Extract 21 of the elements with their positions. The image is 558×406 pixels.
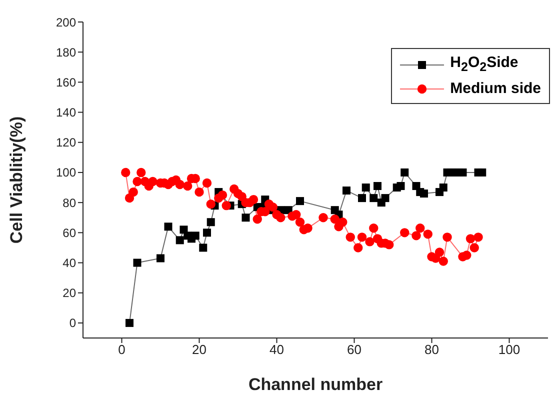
legend-label: Medium side (450, 79, 541, 99)
y-tick-label: 140 (56, 106, 76, 120)
legend-label: H$_{2}$O$_{2}$Side (450, 53, 518, 76)
y-tick-label: 20 (62, 286, 76, 300)
y-tick-label: 0 (69, 316, 76, 330)
x-tick-label: 80 (424, 342, 439, 358)
x-tick-label: 0 (118, 342, 126, 358)
y-tick-label: 120 (56, 136, 76, 150)
x-tick-label: 40 (270, 342, 284, 358)
y-tick-label: 180 (56, 45, 76, 60)
x-tick-label: 20 (192, 342, 206, 358)
x-axis-title: Channel number (248, 375, 383, 394)
y-tick-label: 200 (56, 15, 76, 30)
y-tick-label: 60 (62, 226, 76, 240)
x-tick-label: 100 (498, 342, 520, 358)
y-tick-label: 40 (62, 256, 76, 270)
y-axis-title: Cell Viablitiy(%) (7, 116, 26, 244)
y-tick-label: 100 (56, 166, 76, 180)
x-tick-label: 60 (347, 342, 362, 358)
y-tick-label: 80 (62, 196, 76, 210)
y-tick-label: 160 (56, 75, 76, 90)
